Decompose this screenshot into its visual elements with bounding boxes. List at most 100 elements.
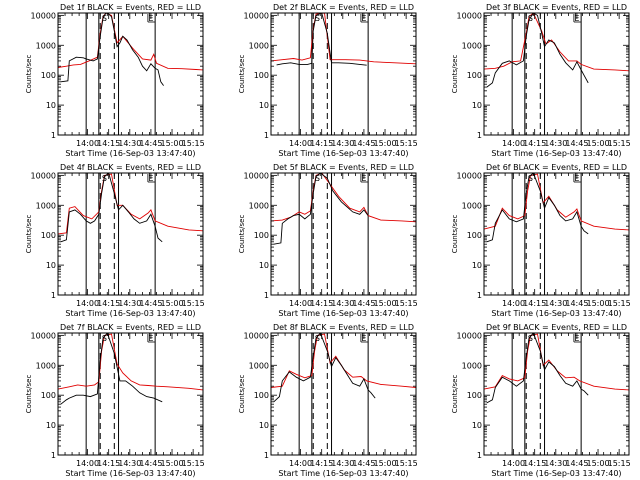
x-tick-label: 15:00: [373, 459, 396, 468]
series-lld-red: [58, 333, 203, 391]
x-tick-label: 14:15: [310, 459, 333, 468]
y-tick-label: 10: [259, 261, 269, 270]
x-tick-label: 14:00: [502, 299, 525, 308]
plot-frame: [483, 332, 630, 456]
x-tick-label: 15:15: [395, 139, 418, 148]
x-tick-label: 15:00: [160, 139, 183, 148]
y-tick-label: 1000: [462, 41, 482, 50]
x-tick-label: 15:15: [395, 299, 418, 308]
x-axis-label: Start Time (16-Sep-03 13:47:40): [278, 309, 408, 318]
marker-start: S: [315, 334, 320, 343]
y-tick-label: 1: [477, 131, 482, 140]
series-events-black: [276, 13, 367, 66]
x-axis-label: Start Time (16-Sep-03 13:47:40): [65, 149, 195, 158]
panel-title: Det 4f BLACK = Events, RED = LLD: [60, 163, 201, 172]
x-tick-label: 14:15: [523, 459, 546, 468]
y-tick-label: 10000: [31, 331, 56, 340]
x-tick-label: 15:15: [395, 459, 418, 468]
y-tick-label: 100: [467, 231, 482, 240]
y-tick-label: 10: [46, 101, 56, 110]
y-tick-label: 10: [472, 101, 482, 110]
y-tick-label: 10: [472, 261, 482, 270]
x-tick-label: 14:15: [97, 139, 120, 148]
x-tick-label: 15:15: [182, 139, 205, 148]
marker-start: S: [528, 334, 533, 343]
panel-title: Det 8f BLACK = Events, RED = LLD: [273, 323, 414, 332]
plot-frame: [57, 332, 204, 456]
panel-det-1: Det 1f BLACK = Events, RED = LLDSE110100…: [25, 3, 205, 158]
x-axis-label: Start Time (16-Sep-03 13:47:40): [65, 469, 195, 478]
plot-frame: [483, 172, 630, 296]
y-axis-label: Counts/sec: [238, 375, 246, 414]
x-tick-label: 14:00: [76, 139, 99, 148]
series-events-black: [60, 173, 163, 243]
x-axis-label: Start Time (16-Sep-03 13:47:40): [491, 149, 621, 158]
x-tick-label: 14:30: [331, 459, 354, 468]
y-tick-label: 1000: [249, 201, 269, 210]
plot-frame: [57, 12, 204, 136]
x-axis-label: Start Time (16-Sep-03 13:47:40): [278, 469, 408, 478]
x-axis-label: Start Time (16-Sep-03 13:47:40): [278, 149, 408, 158]
x-tick-label: 15:15: [608, 459, 631, 468]
series-events-black: [273, 173, 369, 245]
plot-frame: [270, 12, 417, 136]
x-tick-label: 14:30: [544, 459, 567, 468]
y-axis-label: Counts/sec: [451, 55, 459, 94]
y-tick-label: 1: [264, 291, 269, 300]
y-tick-label: 10000: [244, 331, 269, 340]
x-tick-label: 14:30: [118, 139, 141, 148]
x-tick-label: 14:00: [502, 459, 525, 468]
y-tick-label: 10000: [31, 11, 56, 20]
y-tick-label: 1: [51, 451, 56, 460]
series-events-black: [486, 13, 589, 88]
x-axis-label: Start Time (16-Sep-03 13:47:40): [65, 309, 195, 318]
x-tick-label: 14:15: [523, 139, 546, 148]
series-lld-red: [271, 13, 416, 65]
y-tick-label: 100: [254, 231, 269, 240]
series-lld-red: [484, 13, 629, 72]
x-tick-label: 15:15: [182, 459, 205, 468]
x-tick-label: 14:00: [502, 139, 525, 148]
y-tick-label: 100: [41, 71, 56, 80]
y-tick-label: 100: [467, 391, 482, 400]
y-tick-label: 10000: [244, 171, 269, 180]
panel-det-9: Det 9f BLACK = Events, RED = LLDSE110100…: [451, 323, 631, 478]
panel-title: Det 1f BLACK = Events, RED = LLD: [60, 3, 201, 12]
x-tick-label: 14:45: [139, 299, 162, 308]
panel-det-6: Det 6f BLACK = Events, RED = LLDSE110100…: [451, 163, 631, 318]
series-events-black: [60, 333, 163, 405]
y-tick-label: 100: [254, 71, 269, 80]
plot-frame: [270, 332, 417, 456]
x-tick-label: 15:15: [608, 299, 631, 308]
marker-start: S: [528, 174, 533, 183]
panel-det-3: Det 3f BLACK = Events, RED = LLDSE110100…: [451, 3, 631, 158]
x-tick-label: 14:45: [352, 139, 375, 148]
y-tick-label: 10000: [244, 11, 269, 20]
x-tick-label: 14:00: [76, 459, 99, 468]
y-axis-label: Counts/sec: [238, 55, 246, 94]
x-axis-label: Start Time (16-Sep-03 13:47:40): [491, 469, 621, 478]
marker-start: S: [528, 14, 533, 23]
y-axis-label: Counts/sec: [25, 215, 33, 254]
y-tick-label: 10: [46, 421, 56, 430]
y-tick-label: 1000: [462, 361, 482, 370]
x-tick-label: 14:00: [289, 299, 312, 308]
panel-title: Det 5f BLACK = Events, RED = LLD: [273, 163, 414, 172]
plot-frame: [270, 172, 417, 296]
x-tick-label: 14:00: [289, 459, 312, 468]
y-tick-label: 10: [472, 421, 482, 430]
y-tick-label: 1000: [249, 41, 269, 50]
x-tick-label: 15:00: [160, 299, 183, 308]
y-tick-label: 100: [41, 231, 56, 240]
marker-start: S: [315, 14, 320, 23]
plot-frame: [57, 172, 204, 296]
y-tick-label: 100: [41, 391, 56, 400]
panel-title: Det 6f BLACK = Events, RED = LLD: [486, 163, 627, 172]
x-tick-label: 15:00: [586, 459, 609, 468]
x-tick-label: 14:30: [331, 299, 354, 308]
x-tick-label: 15:00: [373, 139, 396, 148]
series-lld-red: [271, 173, 416, 223]
y-tick-label: 1: [477, 291, 482, 300]
panel-title: Det 7f BLACK = Events, RED = LLD: [60, 323, 201, 332]
